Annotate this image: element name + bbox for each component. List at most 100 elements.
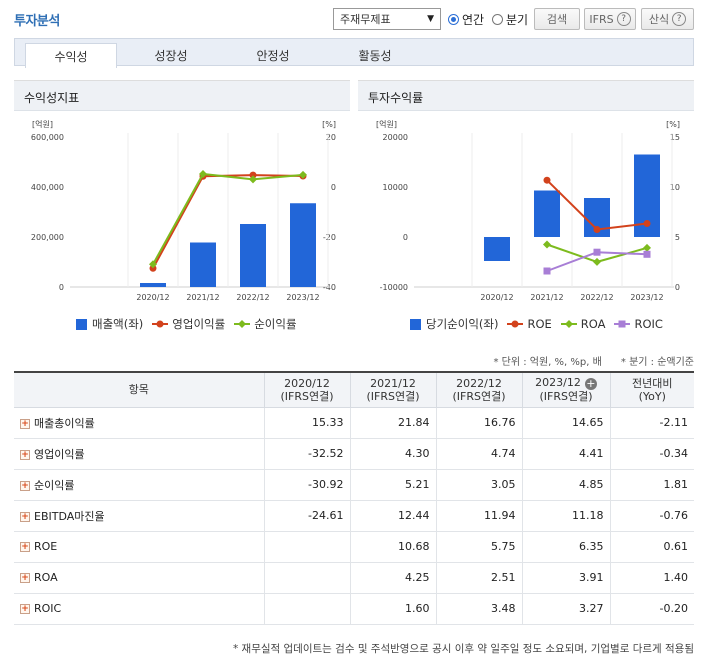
value-cell: 1.60	[349, 592, 437, 625]
expand-row-icon[interactable]: +	[20, 542, 30, 552]
row-label-cell[interactable]: + EBITDA마진율	[14, 499, 265, 532]
tab-stability[interactable]: 안정성	[256, 48, 290, 63]
value-cell: 3.48	[435, 592, 523, 625]
header-label: 전년대비	[632, 376, 673, 390]
y-tick-label: 400,000	[31, 183, 64, 192]
header-sublabel: (IFRS연결)	[452, 389, 506, 403]
value-cell: 21.84	[349, 406, 437, 439]
table-header-row: 항목 2020/12 (IFRS연결) 2021/12 (IFRS연결) 2022/…	[14, 371, 694, 408]
ifrs-help-button[interactable]: IFRS ?	[584, 8, 636, 30]
profitability-legend: 매출액(좌) 영업이익률 순이익률	[76, 316, 306, 332]
radio-unselected-icon	[492, 13, 503, 25]
line-marker-icon	[234, 320, 251, 328]
bar	[190, 242, 216, 287]
expand-row-icon[interactable]: +	[20, 511, 30, 522]
expand-row-icon[interactable]: +	[20, 449, 30, 460]
table-row: + ROIC 1.60 3.48 3.27 -0.20	[14, 592, 694, 625]
value-cell: 4.74	[435, 437, 523, 470]
panel-title: 수익성지표	[14, 81, 350, 111]
header-sublabel: (IFRS연결)	[539, 390, 593, 404]
select-value: 주재무제표	[340, 13, 391, 26]
tab-activity[interactable]: 활동성	[358, 48, 392, 63]
formula-help-button[interactable]: 산식 ?	[641, 8, 694, 30]
line-point	[299, 170, 307, 179]
series-line	[152, 172, 304, 265]
legend-label: 영업이익률	[172, 317, 226, 331]
row-label-cell[interactable]: + 순이익률	[14, 468, 265, 501]
header-label: 2020/12	[284, 376, 330, 390]
table-row: + 영업이익률 -32.52 4.30 4.74 4.41 -0.34	[14, 437, 694, 470]
header-label: 2021/12	[370, 376, 416, 390]
expand-row-icon[interactable]: +	[20, 480, 30, 491]
radio-selected-icon	[448, 13, 459, 25]
line-point	[593, 226, 601, 233]
x-tick-label: 2023/12	[630, 293, 663, 302]
line-point	[543, 176, 551, 184]
line-marker-icon	[507, 320, 524, 328]
value-cell: -2.11	[609, 406, 694, 439]
footnote: * 재무실적 업데이트는 검수 및 주석반영으로 공시 이후 약 일주일 정도 …	[232, 643, 694, 655]
row-label-cell[interactable]: + ROA	[14, 561, 265, 594]
column-header: 전년대비 (YoY)	[609, 371, 694, 408]
annual-radio[interactable]: 연간	[448, 8, 484, 30]
y-axis-unit: [억원]	[376, 119, 397, 129]
value-cell	[263, 530, 351, 563]
expand-row-icon[interactable]: +	[20, 604, 30, 614]
y-tick-label: 0	[403, 233, 408, 242]
quarter-radio[interactable]: 분기	[492, 8, 528, 30]
legend-label: 당기순이익(좌)	[426, 317, 499, 331]
row-label-cell[interactable]: + 영업이익률	[14, 437, 265, 470]
y-tick-label: -10000	[380, 283, 408, 292]
x-tick-label: 2020/12	[480, 293, 513, 302]
financial-ratio-table: 항목 2020/12 (IFRS연결) 2021/12 (IFRS연결) 2022/…	[14, 371, 694, 625]
statement-type-select[interactable]: 주재무제표 ▼	[333, 8, 441, 30]
expand-column-icon[interactable]: +	[584, 377, 597, 391]
x-tick-label: 2020/12	[136, 293, 169, 302]
line-point	[593, 248, 601, 256]
y-tick-label: 5	[675, 233, 680, 242]
table-row: + EBITDA마진율 -24.61 12.44 11.94 11.18 -0.76	[14, 499, 694, 532]
value-cell: -0.34	[609, 437, 694, 470]
row-label-cell[interactable]: + ROIC	[14, 592, 265, 625]
bar	[140, 283, 166, 287]
search-button[interactable]: 검색	[534, 8, 580, 30]
x-tick-label: 2022/12	[580, 293, 613, 302]
value-cell: -24.61	[263, 499, 351, 532]
y-axis-unit: [억원]	[32, 119, 53, 129]
profitability-chart-panel: 수익성지표 [억원] [%] 600,000 400,000 200,000 0 20 0 -2…	[14, 80, 350, 338]
expand-row-icon[interactable]: +	[20, 573, 30, 583]
line-point	[643, 250, 651, 258]
legend-label: 순이익률	[254, 317, 297, 331]
ifrs-label: IFRS	[589, 12, 614, 26]
value-cell: -32.52	[263, 437, 351, 470]
y-tick-label: 200,000	[31, 233, 64, 242]
row-label: 영업이익률	[34, 447, 85, 461]
row-label-cell[interactable]: + ROE	[14, 530, 265, 563]
row-label-cell[interactable]: + 매출총이익률	[14, 406, 265, 439]
y-tick-label: 600,000	[31, 133, 64, 142]
line-marker-icon	[614, 320, 631, 328]
legend-item: 매출액(좌)	[76, 316, 143, 332]
row-label: 순이익률	[34, 478, 75, 492]
value-cell: -0.76	[609, 499, 694, 532]
y-tick-label: 0	[331, 183, 336, 192]
table-row: + 매출총이익률 15.33 21.84 16.76 14.65 -2.11	[14, 406, 694, 439]
value-cell: -30.92	[263, 468, 351, 501]
unit-note: * 단위 : 억원, %, %p, 배	[493, 357, 602, 368]
column-header: 2023/12 + (IFRS연결)	[521, 371, 611, 408]
value-cell: 11.94	[435, 499, 523, 532]
value-cell: 1.40	[609, 561, 694, 594]
quarter-radio-label: 분기	[506, 12, 529, 27]
value-cell: 5.21	[349, 468, 437, 501]
legend-label: ROE	[527, 317, 552, 331]
header-sublabel: (YoY)	[638, 389, 666, 403]
tab-growth[interactable]: 성장성	[154, 48, 188, 63]
line-point	[543, 267, 551, 275]
bar	[290, 203, 316, 287]
profitability-chart: [억원] [%]600,000400,000200,0000200-20-4020…	[31, 119, 336, 302]
expand-row-icon[interactable]: +	[20, 418, 30, 429]
tab-profitability[interactable]: 수익성	[25, 43, 117, 68]
y-axis-unit: [%]	[322, 120, 336, 129]
line-point	[199, 169, 207, 178]
value-cell: 10.68	[349, 530, 437, 563]
